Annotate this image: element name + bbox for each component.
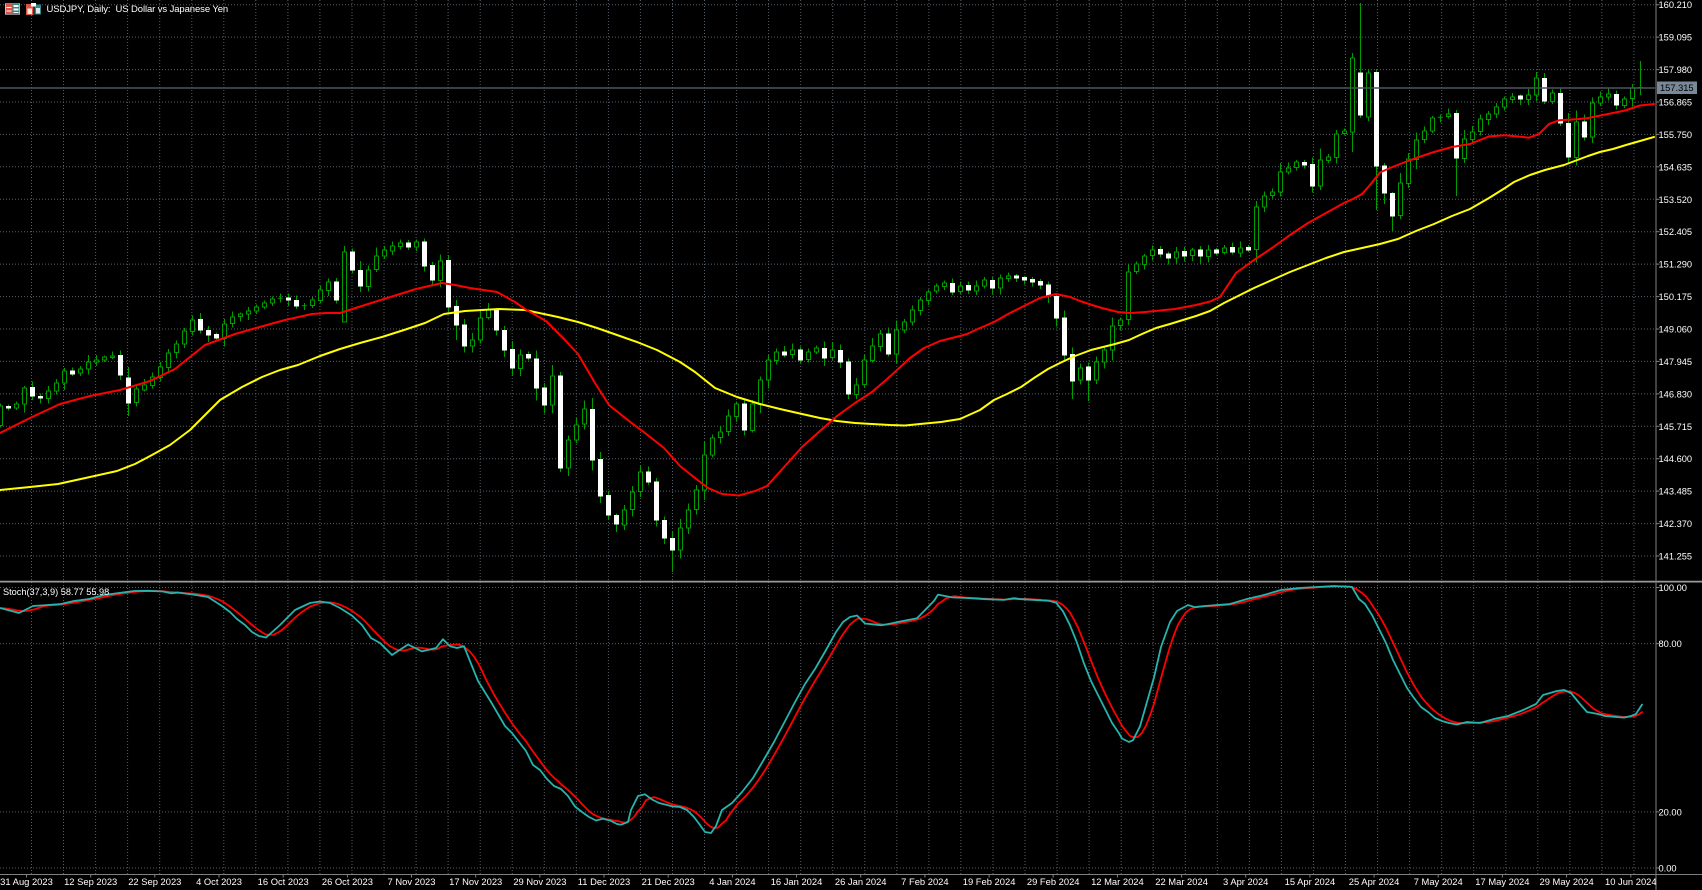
- svg-text:100.00: 100.00: [1659, 583, 1687, 593]
- svg-text:147.945: 147.945: [1659, 357, 1693, 367]
- svg-text:31 Aug 2023: 31 Aug 2023: [0, 876, 53, 887]
- svg-text:3 Apr 2024: 3 Apr 2024: [1223, 876, 1268, 887]
- svg-text:20.00: 20.00: [1659, 807, 1682, 817]
- svg-text:154.635: 154.635: [1659, 162, 1693, 172]
- svg-text:144.600: 144.600: [1659, 454, 1693, 464]
- svg-text:16 Jan 2024: 16 Jan 2024: [771, 876, 823, 887]
- svg-text:29 Nov 2023: 29 Nov 2023: [513, 876, 566, 887]
- svg-text:155.750: 155.750: [1659, 130, 1693, 140]
- svg-text:152.405: 152.405: [1659, 227, 1693, 237]
- svg-text:80.00: 80.00: [1659, 639, 1682, 649]
- svg-text:12 Sep 2023: 12 Sep 2023: [64, 876, 117, 887]
- svg-text:153.520: 153.520: [1659, 195, 1693, 205]
- svg-text:19 Feb 2024: 19 Feb 2024: [963, 876, 1016, 887]
- svg-text:17 Nov 2023: 17 Nov 2023: [449, 876, 502, 887]
- svg-text:7 Nov 2023: 7 Nov 2023: [388, 876, 436, 887]
- svg-text:146.830: 146.830: [1659, 389, 1693, 399]
- svg-text:10 Jun 2024: 10 Jun 2024: [1605, 876, 1657, 887]
- svg-text:15 Apr 2024: 15 Apr 2024: [1285, 876, 1336, 887]
- svg-text:143.485: 143.485: [1659, 487, 1693, 497]
- svg-text:157.980: 157.980: [1659, 65, 1693, 75]
- svg-text:17 May 2024: 17 May 2024: [1475, 876, 1529, 887]
- svg-text:11 Dec 2023: 11 Dec 2023: [578, 876, 630, 887]
- svg-text:7 May 2024: 7 May 2024: [1414, 876, 1463, 887]
- svg-text:Stoch(37,3,9) 58.77 55.98: Stoch(37,3,9) 58.77 55.98: [3, 587, 109, 597]
- svg-text:7 Feb 2024: 7 Feb 2024: [901, 876, 948, 887]
- svg-text:160.210: 160.210: [1659, 0, 1693, 10]
- svg-text:4 Jan 2024: 4 Jan 2024: [709, 876, 755, 887]
- svg-text:21 Dec 2023: 21 Dec 2023: [642, 876, 695, 887]
- svg-text:145.715: 145.715: [1659, 422, 1693, 432]
- svg-text:22 Sep 2023: 22 Sep 2023: [128, 876, 181, 887]
- svg-text:22 Mar 2024: 22 Mar 2024: [1155, 876, 1208, 887]
- svg-text:0.00: 0.00: [1659, 864, 1677, 874]
- svg-text:157.315: 157.315: [1660, 83, 1694, 93]
- svg-text:12 Mar 2024: 12 Mar 2024: [1091, 876, 1144, 887]
- svg-text:29 May 2024: 29 May 2024: [1539, 876, 1593, 887]
- svg-text:141.255: 141.255: [1659, 552, 1693, 562]
- svg-text:4 Oct 2023: 4 Oct 2023: [196, 876, 242, 887]
- svg-text:151.290: 151.290: [1659, 260, 1693, 270]
- svg-text:150.175: 150.175: [1659, 292, 1693, 302]
- svg-text:29 Feb 2024: 29 Feb 2024: [1027, 876, 1080, 887]
- svg-text:25 Apr 2024: 25 Apr 2024: [1349, 876, 1400, 887]
- svg-text:149.060: 149.060: [1659, 325, 1693, 335]
- svg-text:USDJPY, Daily: US Dollar vs J: USDJPY, Daily: US Dollar vs Japanese Yen: [47, 4, 229, 15]
- svg-text:26 Jan 2024: 26 Jan 2024: [835, 876, 887, 887]
- svg-text:26 Oct 2023: 26 Oct 2023: [322, 876, 373, 887]
- svg-text:156.865: 156.865: [1659, 98, 1693, 108]
- svg-text:159.095: 159.095: [1659, 33, 1693, 43]
- svg-text:142.370: 142.370: [1659, 519, 1693, 529]
- svg-text:16 Oct 2023: 16 Oct 2023: [258, 876, 309, 887]
